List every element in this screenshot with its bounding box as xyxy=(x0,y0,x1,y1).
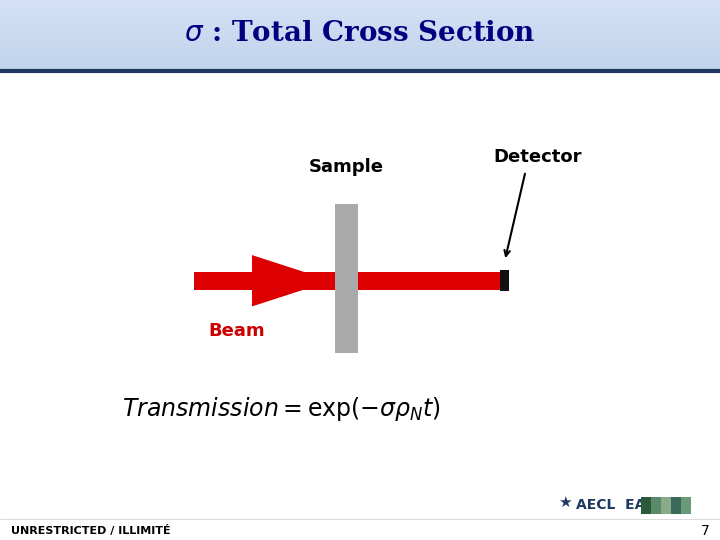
Bar xyxy=(681,497,691,514)
Text: Beam: Beam xyxy=(209,322,266,340)
Text: $\mathit{\sigma}$ : Total Cross Section: $\mathit{\sigma}$ : Total Cross Section xyxy=(184,20,536,47)
Bar xyxy=(661,497,671,514)
Bar xyxy=(194,272,252,289)
Text: $\mathit{Transmission} = \mathrm{exp}(-\sigma\rho_{\mathit{N}}\mathit{t})$: $\mathit{Transmission} = \mathrm{exp}(-\… xyxy=(122,395,441,423)
Bar xyxy=(641,497,691,514)
Text: Sample: Sample xyxy=(309,158,384,176)
Bar xyxy=(641,497,651,514)
Bar xyxy=(671,497,681,514)
Text: AECL  EACL: AECL EACL xyxy=(576,498,665,512)
Text: 7: 7 xyxy=(701,524,709,538)
Text: UNRESTRICTED / ILLIMITÉ: UNRESTRICTED / ILLIMITÉ xyxy=(11,525,171,536)
Bar xyxy=(194,272,504,289)
Bar xyxy=(335,204,358,353)
Polygon shape xyxy=(252,255,331,306)
Bar xyxy=(500,270,509,291)
Text: ★: ★ xyxy=(558,495,572,510)
Bar xyxy=(651,497,661,514)
Text: Detector: Detector xyxy=(493,148,582,166)
